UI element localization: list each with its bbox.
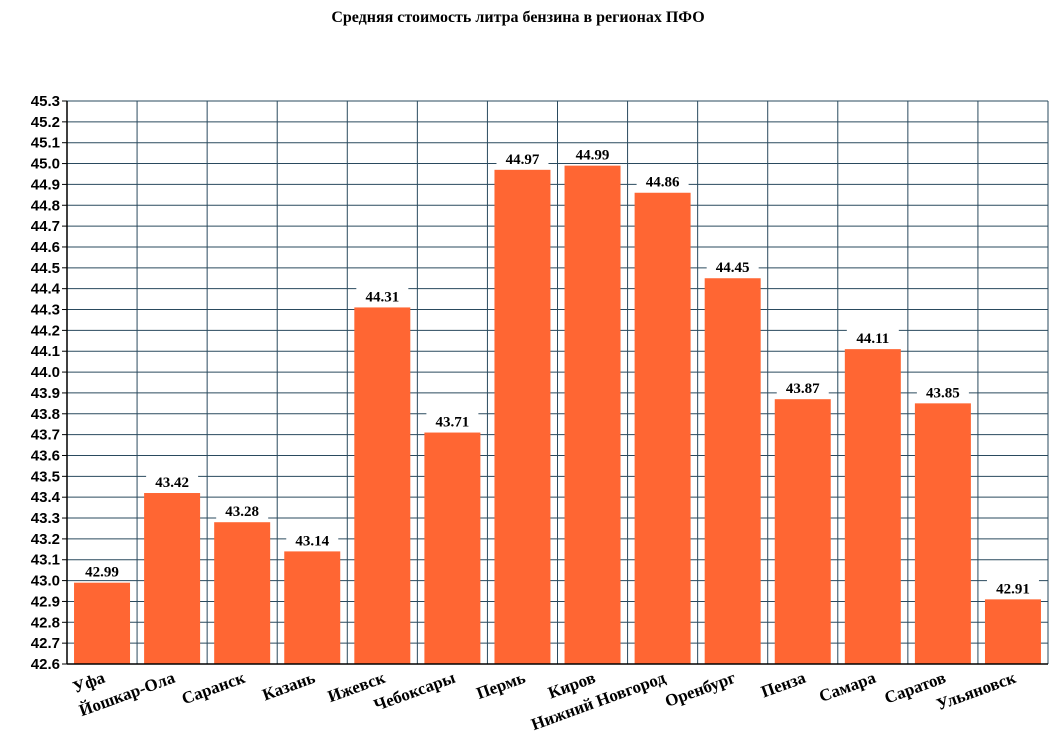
y-tick-label: 44.4 [31,281,61,298]
bar [914,403,971,664]
data-label-background [216,501,269,520]
data-label: 43.71 [436,415,470,431]
y-tick-label: 45.1 [31,135,60,152]
data-label: 43.14 [295,533,329,549]
x-tick-label: Чебоксары [371,668,458,715]
y-tick-label: 44.0 [31,364,60,381]
data-label: 44.86 [646,175,680,191]
y-tick-label: 44.3 [31,302,60,319]
data-labels: 42.99 43.42 43.28 43.14 44.31 43.71 44.97 44.99… [76,144,1039,597]
y-tick-label: 43.4 [31,489,61,506]
data-label-background [146,472,199,491]
bar [214,522,271,664]
y-tick-label: 44.2 [31,322,60,339]
x-tick-label: Ульяновск [934,668,1019,714]
data-label-background [846,328,899,347]
data-label-background [776,378,829,397]
y-axis-tick-labels: 42.6 42.7 42.8 42.9 43.0 43.1 43.2 43.3 43.4 43.5… [31,93,61,673]
data-label: 42.99 [85,565,119,581]
data-label-background [76,561,129,580]
data-label-background [986,578,1039,597]
y-tick-label: 45.2 [31,114,60,131]
y-tick-label: 44.5 [31,260,60,277]
data-label: 44.31 [365,289,399,305]
grid [66,100,1049,665]
y-tick-label: 42.7 [31,635,60,652]
y-tick-label: 43.0 [31,573,60,590]
data-label: 43.42 [155,475,189,491]
bar [984,599,1041,664]
y-tick-label: 42.8 [31,614,60,631]
y-tick-label: 44.8 [31,197,60,214]
data-label-background [566,144,619,163]
y-tick-label: 43.1 [31,552,60,569]
bar [634,192,691,664]
bar [494,169,551,665]
y-tick-label: 42.6 [31,656,60,673]
data-label-background [496,148,549,167]
y-tick-label: 43.2 [31,531,60,548]
y-tick-label: 45.3 [31,93,60,110]
y-tick-label: 43.7 [31,427,60,444]
chart-title: Средняя стоимость литра бензина в регион… [331,9,704,26]
y-tick-label: 44.6 [31,239,60,256]
data-label-background [916,382,969,401]
x-tick-label: Оренбург [662,668,738,711]
y-tick-label: 44.7 [31,218,60,235]
data-label-background [706,257,759,276]
data-label: 43.87 [786,381,820,397]
y-tick-label: 43.6 [31,447,60,464]
y-tick-label: 43.5 [31,468,60,485]
data-label-background [356,286,409,305]
x-tick-label: Казань [260,668,318,705]
y-tick-label: 45.0 [31,156,60,173]
bars [74,165,1041,665]
bar [354,307,411,664]
bar [144,493,201,664]
y-tick-label: 43.9 [31,385,60,402]
bar [424,432,481,664]
x-tick-label: Саранск [179,668,248,708]
x-tick-label: Пермь [474,668,528,703]
data-label-background [636,171,689,190]
data-label: 44.97 [506,152,540,168]
bar [564,165,621,664]
bar [284,551,341,664]
axes [62,100,1048,665]
data-label-background [426,411,479,430]
data-label: 44.99 [576,148,610,164]
y-tick-label: 43.3 [31,510,60,527]
y-tick-label: 42.9 [31,593,60,610]
data-label: 44.45 [716,260,750,276]
x-tick-label: Самара [817,668,879,706]
y-tick-label: 43.8 [31,406,60,423]
data-label: 42.91 [996,581,1030,597]
data-label: 43.85 [926,385,960,401]
bar [774,399,831,664]
y-tick-label: 44.1 [31,343,60,360]
x-tick-label: Нижний Новгород [529,668,669,734]
y-tick-label: 44.9 [31,176,60,193]
x-tick-label: Пенза [758,668,808,702]
bar [844,349,901,664]
data-label: 44.11 [856,331,889,347]
data-label-background [286,530,339,549]
bar [704,278,761,664]
data-label: 43.28 [225,504,259,520]
bar [74,582,131,664]
